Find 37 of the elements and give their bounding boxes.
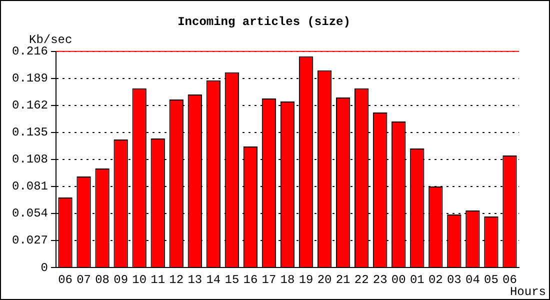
- y-tick-label: 0.108: [12, 152, 48, 167]
- y-tick-label: 0.027: [12, 234, 48, 248]
- x-tick-label: 00: [391, 272, 406, 287]
- chart-title: Incoming articles (size): [178, 15, 350, 30]
- x-tick-label: 16: [243, 272, 258, 287]
- x-tick-label: 11: [150, 272, 166, 287]
- x-tick-label: 04: [465, 272, 480, 287]
- y-tick-label: 0.189: [12, 72, 48, 86]
- x-tick-label: 02: [428, 272, 443, 287]
- x-tick-label: 06: [58, 272, 72, 287]
- y-axis-title: Kb/sec: [29, 33, 72, 47]
- y-tick-label: 0.135: [12, 126, 48, 140]
- x-tick-label: 22: [354, 272, 369, 287]
- x-tick-label: 09: [114, 272, 128, 287]
- x-tick-label: 21: [336, 272, 350, 287]
- x-tick-label: 23: [372, 272, 388, 287]
- x-tick-label: 13: [188, 272, 202, 287]
- x-tick-label: 03: [446, 272, 462, 287]
- x-axis-title: Hours: [510, 285, 546, 299]
- x-tick-label: 10: [132, 272, 147, 287]
- x-tick-label: 19: [298, 272, 314, 287]
- y-tick-label: 0.054: [12, 206, 48, 221]
- x-tick-label: 06: [502, 272, 517, 287]
- x-tick-label: 15: [224, 272, 240, 287]
- x-tick-label: 20: [317, 272, 332, 287]
- x-tick-label: 05: [484, 272, 498, 287]
- x-tick-label: 14: [206, 272, 221, 287]
- y-tick-label: 0: [40, 260, 48, 275]
- x-tick-label: 08: [95, 272, 110, 287]
- y-tick-label: 0.081: [12, 180, 48, 194]
- x-tick-label: 18: [280, 272, 295, 287]
- x-tick-label: 17: [262, 272, 276, 287]
- x-tick-label: 07: [76, 272, 91, 287]
- y-tick-label: 0.216: [12, 44, 48, 59]
- y-tick-label: 0.162: [12, 98, 48, 113]
- x-tick-label: 12: [169, 272, 184, 287]
- x-tick-label: 01: [410, 272, 424, 287]
